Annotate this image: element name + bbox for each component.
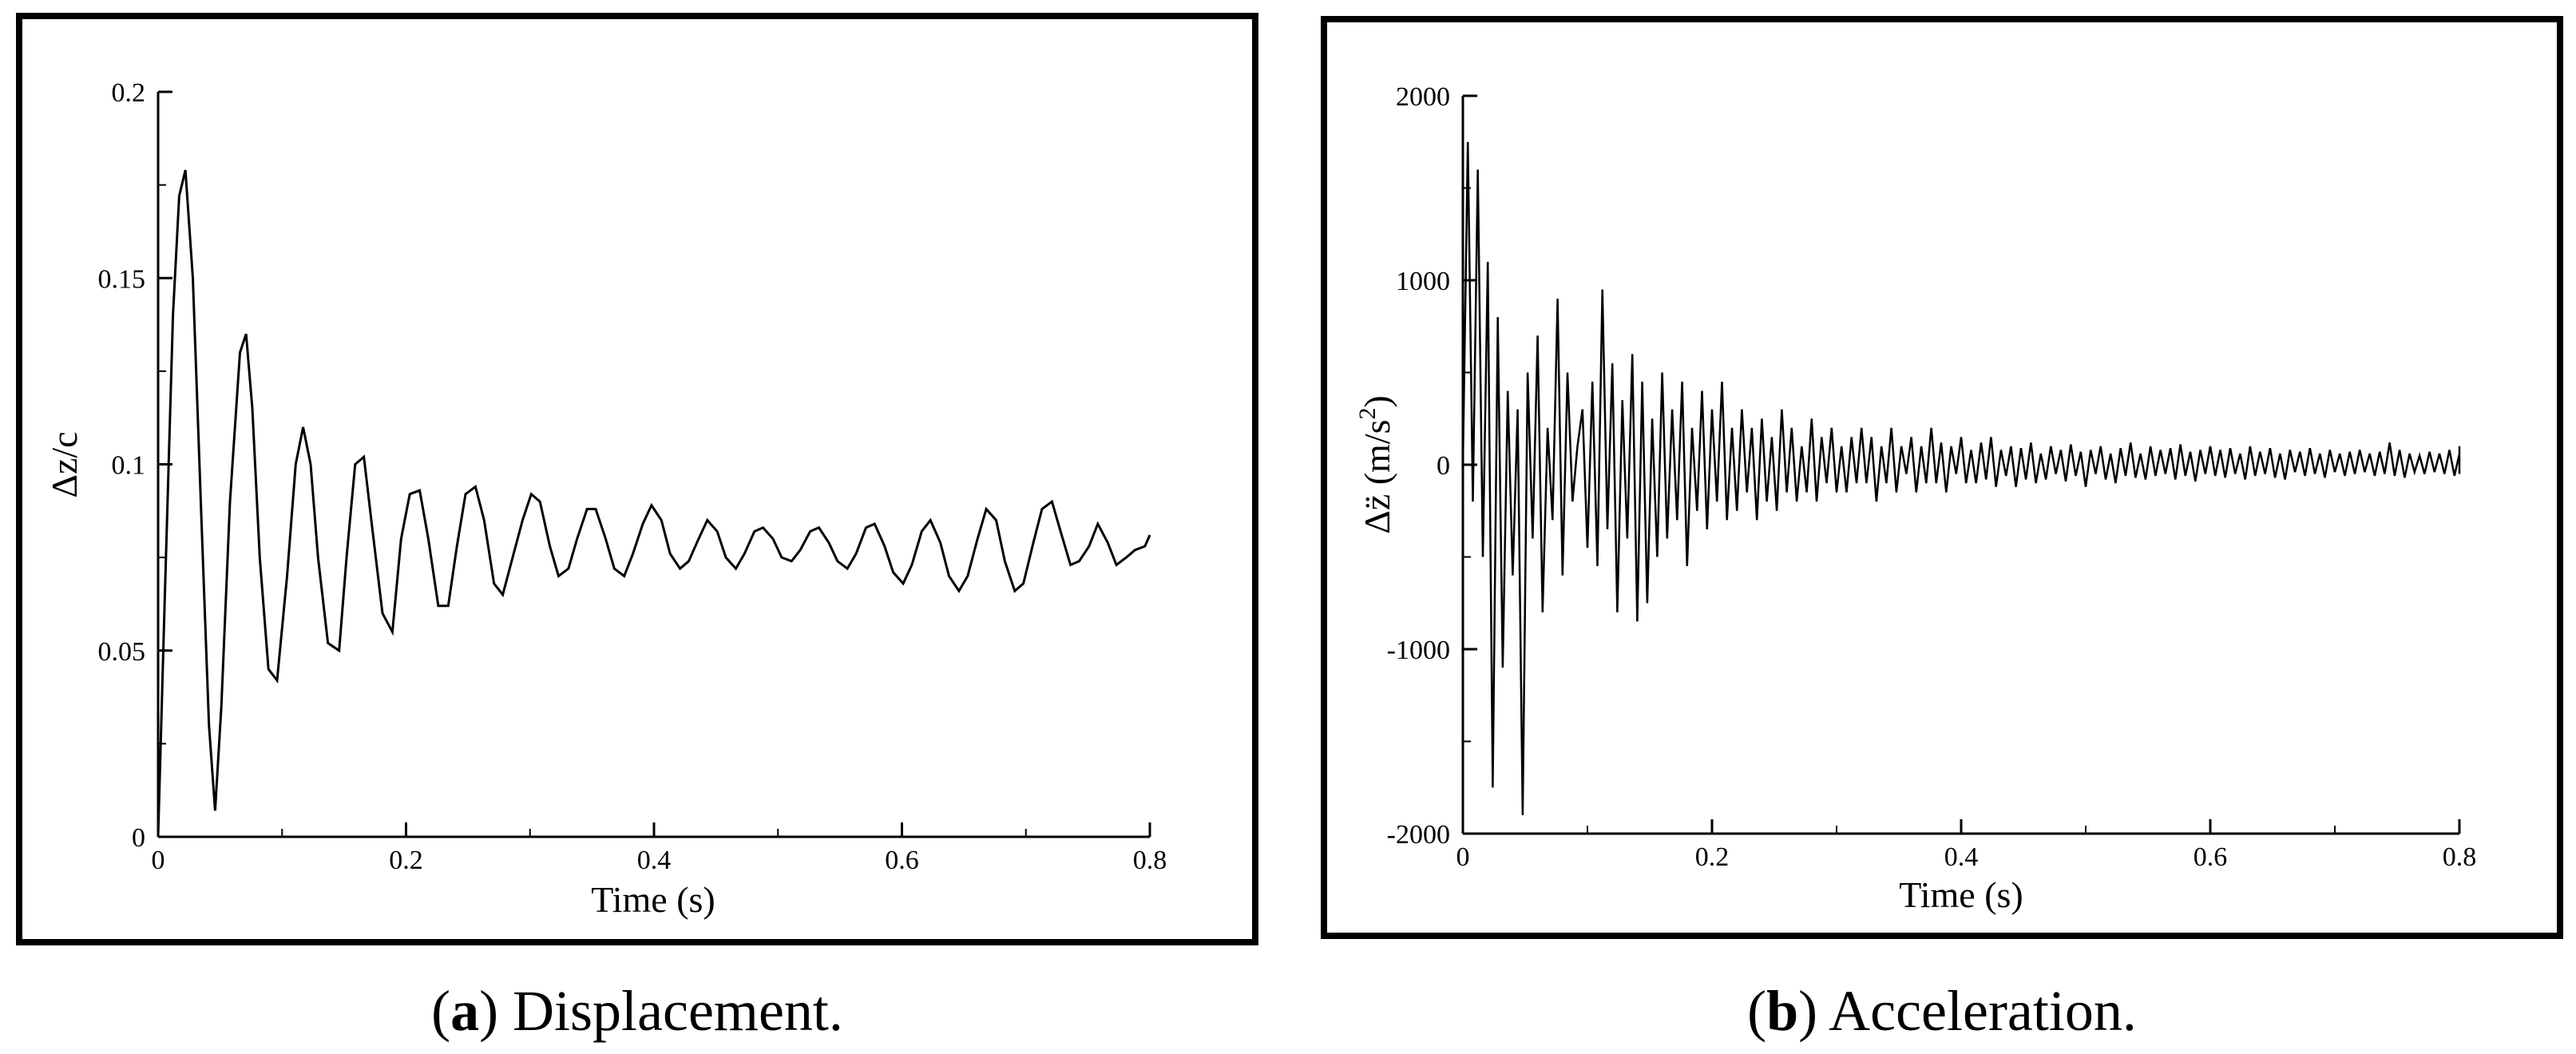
panel-b-y-tick-label: 1000	[1396, 267, 1450, 296]
panel-a-x-tick-label: 0.4	[637, 846, 672, 875]
panel-a-frame	[16, 13, 1258, 945]
panel-b-y-tick-label: -1000	[1387, 636, 1450, 665]
panel-a-caption-text: ) Displacement.	[479, 979, 843, 1043]
panel-a-y-axis-label: Δz/c	[44, 431, 85, 497]
panel-b-x-tick-label: 0.6	[2194, 842, 2228, 872]
panel-b-x-tick-label: 0.8	[2443, 842, 2477, 872]
panel-b-frame	[1321, 16, 2563, 939]
panel-b-y-tick-label: -2000	[1387, 820, 1450, 850]
panel-a-series-line	[157, 169, 1151, 838]
panel-b-y-axis-label-sup: 2	[1354, 408, 1381, 420]
panel-b-caption-open: (	[1747, 979, 1766, 1043]
panel-b-caption: (b) Acceleration.	[1747, 979, 2137, 1043]
panel-a-caption-letter: a	[450, 979, 479, 1043]
panel-a-y-tick-label: 0.05	[98, 637, 146, 667]
panel-a-x-tick-label: 0.2	[389, 846, 423, 875]
panel-b-x-tick-label: 0.2	[1695, 842, 1730, 872]
panel-a-plot: 0 0.05 0.1 0.15 0.2 0 0.2 0.4 0.6 0.8 Time (s) Δ…	[44, 78, 1167, 920]
panel-a-x-tick-label: 0.8	[1133, 846, 1167, 875]
panel-b-caption-letter: b	[1766, 979, 1798, 1043]
panel-b-plot: -2000 -1000 0 1000 2000 0 0.2 0.4 0.6 0.8 Time (…	[1354, 82, 2476, 915]
panel-a-x-tick-label: 0.6	[885, 846, 919, 875]
panel-b-x-tick-label: 0.4	[1944, 842, 1979, 872]
panel-b-y-tick-label: 2000	[1396, 82, 1450, 112]
panel-b-y-axis-label: Δz̈ (m/s2)	[1354, 395, 1397, 534]
panel-b-y-axis-label-close: )	[1357, 395, 1397, 407]
panel-a-y-tick-label: 0.2	[112, 78, 146, 108]
panel-a-y-tick-label: 0.1	[112, 451, 146, 481]
panel-a-caption-open: (	[431, 979, 450, 1043]
panel-b-y-tick-label: 0	[1437, 451, 1450, 481]
panel-a-y-tick-label: 0.15	[98, 264, 146, 294]
panel-b-y-axis-label-main: Δz̈ (m/s	[1357, 420, 1397, 534]
panel-b-x-tick-label: 0	[1456, 842, 1470, 872]
panel-b-series-line	[1461, 141, 2461, 815]
panel-a-x-tick-label: 0	[152, 846, 165, 875]
panel-a-caption: (a) Displacement.	[431, 979, 843, 1043]
panel-a-x-axis-label: Time (s)	[591, 879, 715, 920]
panel-b-x-axis-label: Time (s)	[1899, 874, 2023, 915]
panel-b-caption-text: ) Acceleration.	[1798, 979, 2137, 1043]
panel-a-y-tick-label: 0	[132, 823, 145, 853]
